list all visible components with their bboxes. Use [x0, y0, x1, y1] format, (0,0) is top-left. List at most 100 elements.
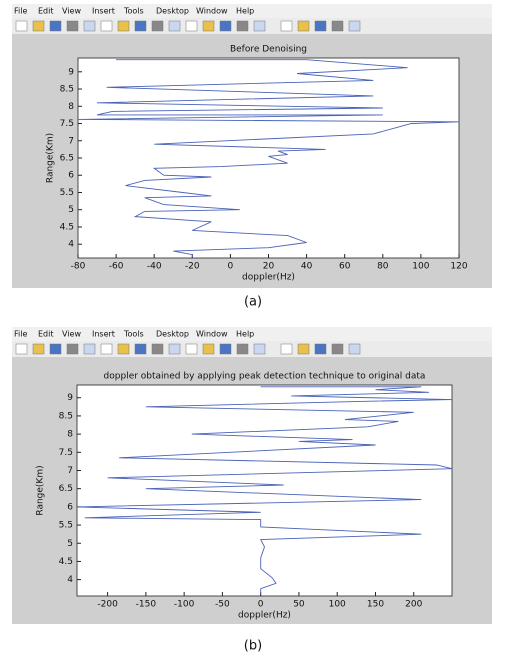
- y-tick-label: 4.5: [59, 557, 73, 567]
- x-tick-label: 50: [293, 600, 305, 610]
- menu-item[interactable]: Window: [196, 330, 228, 339]
- toolbar-button[interactable]: [168, 20, 181, 32]
- menu-bar: [12, 327, 492, 341]
- toolbar-button[interactable]: [280, 343, 293, 355]
- toolbar-button[interactable]: [32, 20, 45, 32]
- y-tick-label: 8: [67, 430, 73, 440]
- toolbar-button[interactable]: [134, 343, 147, 355]
- toolbar-button[interactable]: [202, 20, 215, 32]
- menu-item[interactable]: Tools: [123, 7, 144, 16]
- toolbar-button[interactable]: [49, 20, 62, 32]
- x-tick-label: -80: [71, 262, 86, 272]
- y-tick-label: 7.5: [59, 448, 73, 458]
- x-tick-label: 200: [405, 600, 422, 610]
- plot-area: [77, 57, 460, 259]
- toolbar: [12, 18, 492, 34]
- toolbar-button[interactable]: [151, 343, 164, 355]
- x-tick-label: -100: [174, 600, 195, 610]
- x-tick-label: -150: [136, 600, 157, 610]
- x-tick-label: -200: [97, 600, 118, 610]
- x-tick-label: -40: [147, 262, 162, 272]
- toolbar-button[interactable]: [15, 343, 28, 355]
- toolbar-button[interactable]: [117, 20, 130, 32]
- y-tick-label: 4: [67, 575, 73, 585]
- toolbar-button[interactable]: [331, 20, 344, 32]
- y-tick-label: 9: [67, 393, 73, 403]
- menu-item[interactable]: View: [62, 7, 81, 16]
- x-tick-label: 0: [228, 262, 234, 272]
- menu-item[interactable]: Help: [236, 330, 254, 339]
- menu-item[interactable]: Insert: [92, 7, 115, 16]
- menu-item[interactable]: Help: [236, 7, 254, 16]
- toolbar-button[interactable]: [66, 20, 79, 32]
- y-tick-label: 5.5: [60, 188, 74, 198]
- x-tick-label: 100: [412, 262, 429, 272]
- x-tick-label: -20: [185, 262, 200, 272]
- toolbar-button[interactable]: [280, 20, 293, 32]
- x-tick-label: 150: [367, 600, 384, 610]
- menu-item[interactable]: Window: [196, 7, 228, 16]
- y-tick-label: 9: [68, 67, 74, 77]
- toolbar-button[interactable]: [297, 20, 310, 32]
- y-axis-label: Range(Km): [36, 465, 46, 515]
- menu-item[interactable]: Edit: [38, 330, 54, 339]
- x-tick-label: 0: [258, 600, 264, 610]
- toolbar-button[interactable]: [117, 343, 130, 355]
- menu-item[interactable]: View: [62, 330, 81, 339]
- toolbar-button[interactable]: [219, 20, 232, 32]
- toolbar-button[interactable]: [236, 20, 249, 32]
- toolbar-button[interactable]: [253, 343, 266, 355]
- toolbar-button[interactable]: [314, 20, 327, 32]
- toolbar-button[interactable]: [168, 343, 181, 355]
- toolbar-button[interactable]: [134, 20, 147, 32]
- data-line: [77, 59, 460, 258]
- x-tick-label: 60: [339, 262, 351, 272]
- menu-item[interactable]: Desktop: [156, 330, 189, 339]
- y-tick-label: 8.5: [59, 411, 73, 421]
- toolbar-button[interactable]: [314, 343, 327, 355]
- toolbar-button[interactable]: [185, 343, 198, 355]
- toolbar-button[interactable]: [348, 343, 361, 355]
- toolbar-button[interactable]: [83, 20, 96, 32]
- toolbar-button[interactable]: [100, 343, 113, 355]
- toolbar-button[interactable]: [49, 343, 62, 355]
- toolbar-button[interactable]: [66, 343, 79, 355]
- y-tick-label: 5: [68, 205, 74, 215]
- y-tick-label: 7: [68, 136, 74, 146]
- toolbar-button[interactable]: [100, 20, 113, 32]
- menu-item[interactable]: File: [14, 330, 27, 339]
- toolbar-button[interactable]: [253, 20, 266, 32]
- toolbar-button[interactable]: [236, 343, 249, 355]
- toolbar-button[interactable]: [15, 20, 28, 32]
- caption: (a): [244, 295, 262, 310]
- menu-item[interactable]: Tools: [123, 330, 144, 339]
- y-tick-label: 8.5: [60, 85, 74, 95]
- y-tick-label: 5: [67, 539, 73, 549]
- toolbar-button[interactable]: [83, 343, 96, 355]
- x-tick-label: 80: [377, 262, 389, 272]
- menu-item[interactable]: File: [14, 7, 27, 16]
- x-axis-label: doppler(Hz): [238, 611, 291, 621]
- toolbar-button[interactable]: [219, 343, 232, 355]
- menu-bar: [12, 4, 492, 18]
- toolbar-button[interactable]: [32, 343, 45, 355]
- toolbar-button[interactable]: [151, 20, 164, 32]
- chart-title: Before Denoising: [230, 45, 307, 55]
- x-tick-label: 100: [329, 600, 346, 610]
- menu-item[interactable]: Edit: [38, 7, 54, 16]
- y-tick-label: 8: [68, 102, 74, 112]
- x-tick-label: 20: [263, 262, 275, 272]
- toolbar-button[interactable]: [331, 343, 344, 355]
- menu-item[interactable]: Desktop: [156, 7, 189, 16]
- menu-item[interactable]: Insert: [92, 330, 115, 339]
- x-tick-label: 40: [301, 262, 313, 272]
- toolbar-button[interactable]: [185, 20, 198, 32]
- y-tick-label: 6: [67, 502, 73, 512]
- y-tick-label: 7: [67, 466, 73, 476]
- toolbar-button[interactable]: [297, 343, 310, 355]
- toolbar-button[interactable]: [202, 343, 215, 355]
- y-tick-label: 7.5: [60, 119, 74, 129]
- toolbar-button[interactable]: [348, 20, 361, 32]
- chart-title: doppler obtained by applying peak detect…: [104, 372, 426, 382]
- y-tick-label: 4: [68, 240, 74, 250]
